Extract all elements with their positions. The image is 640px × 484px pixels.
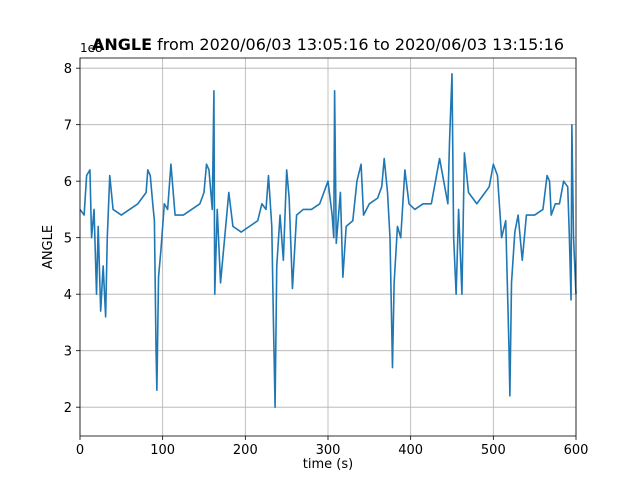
plot-frame — [79, 57, 577, 437]
data-line — [79, 73, 577, 408]
y-tick-label: 4 — [64, 288, 72, 303]
title-bold: ANGLE — [92, 35, 152, 54]
title-text: from 2020/06/03 13:05:16 to 2020/06/03 1… — [157, 35, 564, 54]
y-tick-label: 6 — [64, 175, 72, 190]
y-tick-label: 5 — [64, 232, 72, 247]
offset-label: 1e8 — [80, 41, 103, 55]
x-tick-label: 600 — [564, 443, 589, 458]
y-tick-label: 2 — [64, 401, 72, 416]
y-tick-label: 3 — [64, 345, 72, 360]
x-tick-label: 500 — [481, 443, 506, 458]
x-tick-label: 300 — [316, 443, 341, 458]
y-tick-label: 7 — [64, 119, 72, 134]
y-tick-label: 8 — [64, 62, 72, 77]
x-tick-label: 100 — [150, 443, 175, 458]
chart-title: ANGLE from 2020/06/03 13:05:16 to 2020/0… — [92, 35, 564, 54]
x-tick-label: 400 — [398, 443, 423, 458]
x-tick-label: 200 — [233, 443, 258, 458]
x-tick-label: 0 — [76, 443, 84, 458]
x-axis-label: time (s) — [303, 457, 353, 472]
y-axis-label: ANGLE — [41, 225, 56, 269]
